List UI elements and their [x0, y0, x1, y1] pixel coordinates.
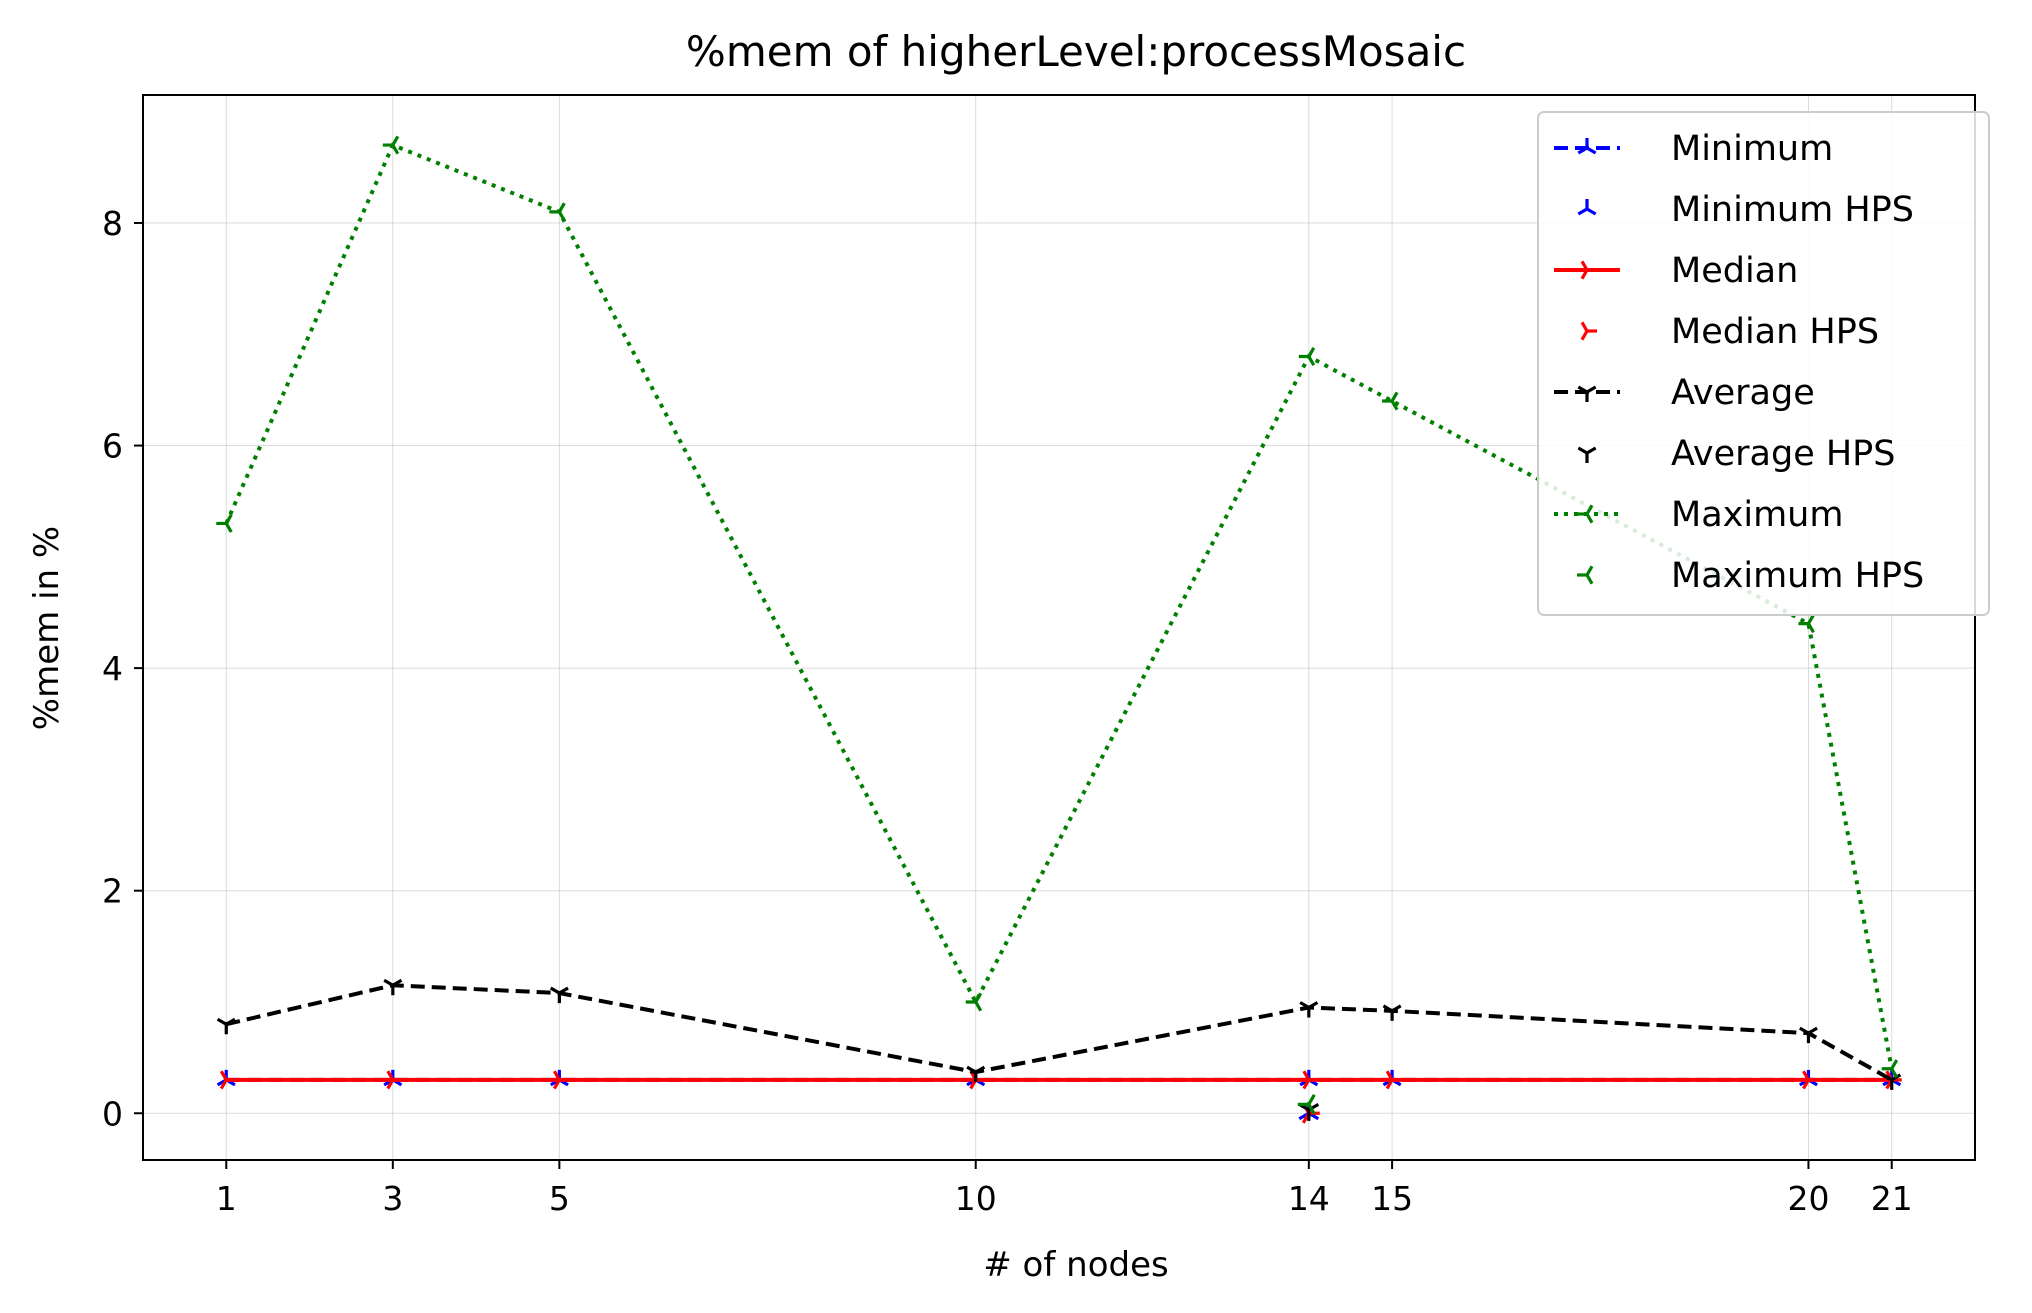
data-point-average: [1382, 1004, 1402, 1021]
legend-label: Maximum HPS: [1671, 556, 1924, 596]
y-tick-label: 4: [102, 649, 123, 688]
x-axis: 1 3 5 10 14 15 20 21: [216, 1160, 1913, 1218]
data-point-maximum: [382, 135, 400, 155]
legend-label: Minimum: [1671, 129, 1833, 169]
legend-marker: [1577, 385, 1597, 402]
data-point-maximum: [965, 992, 983, 1012]
series-median: [219, 1070, 1902, 1090]
legend-item-maximum: Maximum: [1554, 495, 1843, 535]
legend-label: Median HPS: [1671, 312, 1879, 352]
data-point-maximum: [1881, 1059, 1899, 1079]
legend-marker: [1580, 321, 1597, 341]
legend-marker: [1577, 446, 1597, 463]
y-axis-label: %mem in %: [27, 526, 67, 730]
legend-marker: [1577, 199, 1597, 216]
x-tick-label: 1: [216, 1179, 237, 1218]
chart-title: %mem of higherLevel:processMosaic: [686, 27, 1466, 76]
series-average: [216, 978, 1902, 1090]
plot-frame: [142, 94, 1976, 1161]
legend-item-median: Median: [1554, 251, 1798, 291]
data-point-median: [1385, 1070, 1403, 1090]
data-point-median: [219, 1070, 237, 1090]
y-tick-label: 0: [102, 1094, 123, 1133]
data-point-average: [549, 986, 569, 1004]
data-point-maximum: [1382, 391, 1399, 411]
data-point-average: [966, 1065, 986, 1083]
data-point-average: [383, 978, 403, 996]
legend-marker: [1577, 138, 1597, 155]
data-point-median: [1802, 1070, 1819, 1090]
legend-label: Average HPS: [1671, 434, 1896, 474]
legend-label: Maximum: [1671, 495, 1843, 535]
legend-item-average: Average: [1554, 373, 1815, 413]
legend: Minimum Minimum HPS Median Median HPS Averag…: [1537, 111, 1990, 616]
legend-marker: [1577, 565, 1594, 585]
data-point-average: [1299, 1001, 1319, 1018]
x-tick-label: 14: [1288, 1179, 1330, 1218]
legend-marker: [1577, 504, 1594, 524]
x-tick-label: 21: [1871, 1179, 1913, 1218]
data-point-maximum: [1798, 614, 1815, 634]
x-axis-label: # of nodes: [983, 1245, 1168, 1285]
data-point-median: [552, 1070, 570, 1090]
legend-label: Median: [1671, 251, 1798, 291]
legend-marker: [1580, 260, 1597, 280]
x-tick-label: 20: [1787, 1179, 1829, 1218]
data-point-maximum: [1298, 347, 1316, 366]
data-point-maximum-hps: [1297, 1094, 1316, 1115]
legend-item-average-hps: Average HPS: [1577, 434, 1896, 474]
y-tick-label: 6: [102, 427, 123, 466]
y-tick-label: 8: [102, 204, 123, 243]
y-axis: 0 2 4 6 8: [102, 204, 143, 1133]
legend-item-maximum-hps: Maximum HPS: [1577, 556, 1924, 596]
data-point-median: [386, 1070, 403, 1090]
legend-box: [1537, 111, 1990, 616]
data-point-maximum: [216, 513, 233, 533]
x-tick-label: 15: [1371, 1179, 1413, 1218]
data-point-average: [1798, 1026, 1818, 1044]
x-tick-label: 10: [955, 1179, 997, 1218]
x-tick-label: 3: [382, 1179, 403, 1218]
data-point-median: [1302, 1070, 1319, 1090]
legend-label: Minimum HPS: [1671, 190, 1914, 230]
y-tick-label: 2: [102, 872, 123, 911]
x-tick-label: 5: [549, 1179, 570, 1218]
legend-item-minimum: Minimum: [1554, 129, 1833, 169]
data-point-maximum: [549, 202, 566, 222]
data-point-average: [216, 1017, 236, 1035]
legend-label: Average: [1671, 373, 1815, 413]
series-line-average: [225, 983, 1893, 1082]
legend-item-minimum-hps: Minimum HPS: [1577, 190, 1914, 230]
legend-item-median-hps: Median HPS: [1580, 312, 1879, 352]
hps-layer: [1297, 1094, 1320, 1124]
